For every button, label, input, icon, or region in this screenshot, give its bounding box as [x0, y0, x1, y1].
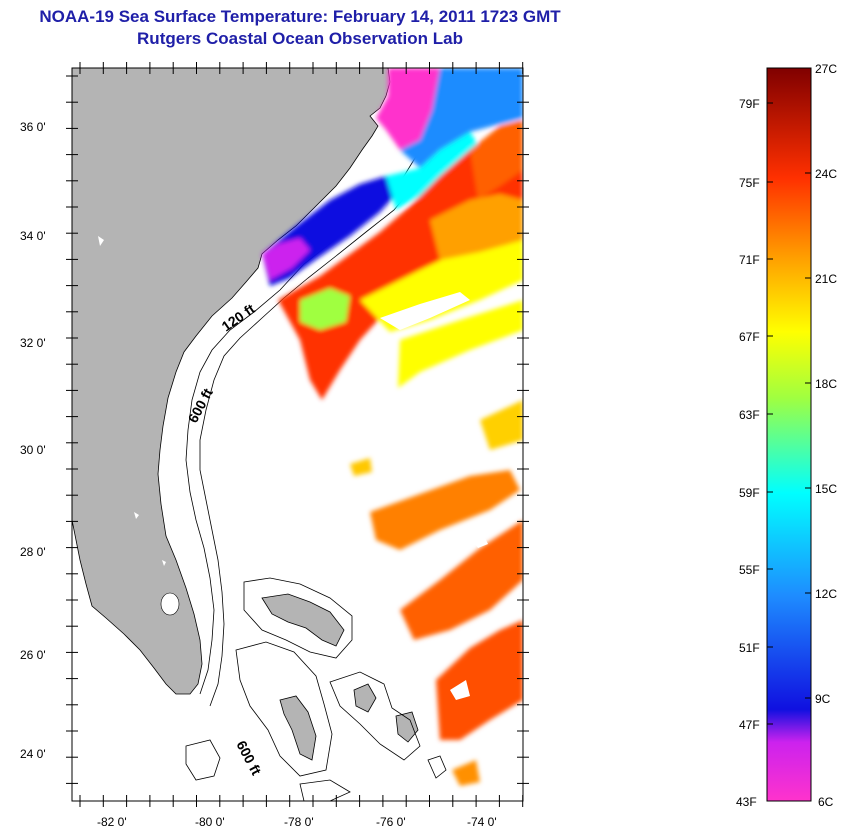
longitude-labels: -82 0' -80 0' -78 0' -76 0' -74 0' — [97, 815, 497, 829]
colorbar-f-label: 79F — [739, 97, 760, 111]
land-us-coast — [72, 68, 391, 695]
bahamas-bank-contours — [185, 577, 447, 801]
lon-label: -78 0' — [284, 815, 314, 829]
colorbar-f-label: 71F — [739, 253, 760, 267]
lat-label: 26 0' — [20, 648, 46, 662]
lon-label: -80 0' — [195, 815, 225, 829]
lon-label: -76 0' — [376, 815, 406, 829]
colorbar-c-label: 21C — [815, 272, 837, 286]
colorbar-c-label: 15C — [815, 482, 837, 496]
colorbar-f-label: 51F — [739, 641, 760, 655]
lat-label: 28 0' — [20, 545, 46, 559]
colorbar-c-label: 12C — [815, 587, 837, 601]
title-line-1: NOAA-19 Sea Surface Temperature: Februar… — [39, 7, 561, 26]
map-title: NOAA-19 Sea Surface Temperature: Februar… — [0, 6, 600, 50]
colorbar-f-label: 75F — [739, 176, 760, 190]
cloud-mask — [380, 292, 488, 700]
map-frame — [71, 67, 524, 802]
lat-label: 36 0' — [20, 120, 46, 134]
bahamas — [261, 593, 419, 761]
colorbar-f-label: 63F — [739, 408, 760, 422]
lat-label: 30 0' — [20, 443, 46, 457]
map-panel — [72, 68, 523, 801]
colorbar-ticks — [767, 102, 811, 725]
lake — [162, 560, 166, 566]
lake — [98, 236, 104, 246]
colorbar-gradient — [766, 67, 812, 802]
colorbar-c-label: 27C — [815, 62, 837, 76]
lat-label: 24 0' — [20, 747, 46, 761]
colorbar-f-label: 43F — [736, 795, 757, 809]
temperature-colorbar: 79F 75F 71F 67F 63F 59F 55F 51F 47F 43F … — [736, 62, 837, 809]
colorbar-f-label: 55F — [739, 563, 760, 577]
lon-label: -74 0' — [467, 815, 497, 829]
colorbar-c-label: 18C — [815, 377, 837, 391]
colorbar-c-label: 6C — [818, 795, 834, 809]
lat-label: 34 0' — [20, 229, 46, 243]
lon-label: -82 0' — [97, 815, 127, 829]
lake-okeechobee — [160, 592, 180, 616]
colorbar-c-label: 24C — [815, 167, 837, 181]
title-line-2: Rutgers Coastal Ocean Observation Lab — [137, 29, 463, 48]
colorbar-f-label: 59F — [739, 486, 760, 500]
colorbar-c-label: 9C — [815, 692, 831, 706]
map-ticks — [66, 62, 529, 807]
colorbar-f-label: 67F — [739, 330, 760, 344]
colorbar-f-label: 47F — [739, 718, 760, 732]
sst-swath — [262, 68, 523, 786]
lat-label: 32 0' — [20, 336, 46, 350]
lake — [134, 512, 139, 519]
latitude-labels: 36 0' 34 0' 32 0' 30 0' 28 0' 26 0' 24 0… — [20, 120, 46, 761]
